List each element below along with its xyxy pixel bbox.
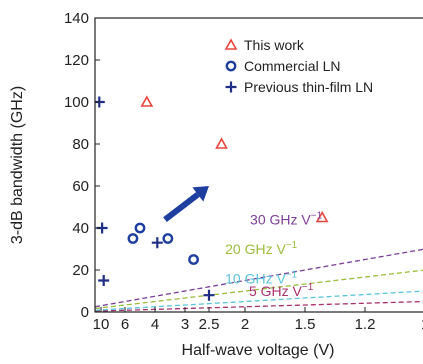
reference-curve-label-exponent: −1 [311,211,323,222]
x-tick-label: 3 [181,316,189,333]
x-tick-label: 1.2 [355,316,376,333]
y-tick-label: 0 [81,304,89,321]
y-tick-label: 20 [72,262,89,279]
arrow-shaft [163,192,200,222]
y-tick-label: 140 [64,10,89,27]
reference-curve-labels: 5 GHz V−110 GHz V−120 GHz V−130 GHz V−1 [225,211,322,299]
reference-curve [95,290,423,311]
x-axis-label: Half-wave voltage (V) [182,342,335,359]
y-tick-label: 60 [72,178,89,195]
reference-curve-label-text: 10 GHz V [225,270,286,286]
legend-label: Commercial LN [244,58,340,74]
arrow-head [192,186,209,202]
data-point [215,137,228,149]
x-tick-label: 2.5 [199,316,220,333]
plot-frame [94,17,423,313]
x-tick-label: 2 [241,316,249,333]
data-point [162,233,174,244]
x-tick-label: 6 [121,316,129,333]
reference-curve-label: 30 GHz V−1 [250,211,323,228]
reference-curve-label-exponent: −1 [286,269,298,280]
reference-curves [95,248,423,312]
y-tick-label: 80 [72,136,89,153]
data-point [140,95,154,107]
legend-marker [224,38,238,50]
reference-curve-label: 5 GHz V−1 [249,282,314,299]
reference-curve-label-text: 20 GHz V [225,241,286,257]
x-tick-label: 10 [93,316,110,333]
data-point [315,210,329,223]
data-point [188,254,199,265]
data-point [151,237,163,249]
reference-curve [95,300,423,312]
y-tick-label: 100 [64,94,89,111]
x-tick-label: 4 [151,316,159,333]
data-point [203,289,215,301]
reference-curve-label: 10 GHz V−1 [225,269,298,286]
reference-curve [95,269,423,310]
y-tick-label: 120 [64,52,89,69]
legend-marker [225,81,237,93]
legend: This work Commercial LN Previous thin-film… [224,37,373,95]
legend-marker [225,60,237,72]
trend-arrow [163,186,209,222]
reference-curve-label: 20 GHz V−1 [225,240,298,257]
y-tick-label: 40 [72,220,89,237]
data-point [134,222,146,234]
legend-label: Previous thin-film LN [244,79,373,95]
x-tick-label: 1 [421,316,423,333]
legend-label: This work [244,37,305,53]
reference-curve-label-text: 30 GHz V [250,212,311,228]
data-point [127,233,139,244]
data-point [98,275,110,286]
axes: 0 20 40 60 80 100 120 140 10 6 4 3 2.5 2 1.5 1.2 1 [64,10,423,333]
x-tick-label: 1.5 [295,316,316,333]
reference-curve-label-exponent: −1 [286,240,298,251]
reference-curve-label-text: 5 GHz V [249,283,303,299]
y-axis-label: 3-dB bandwidth (GHz) [9,86,26,244]
reference-curve-label-exponent: −1 [302,282,314,293]
